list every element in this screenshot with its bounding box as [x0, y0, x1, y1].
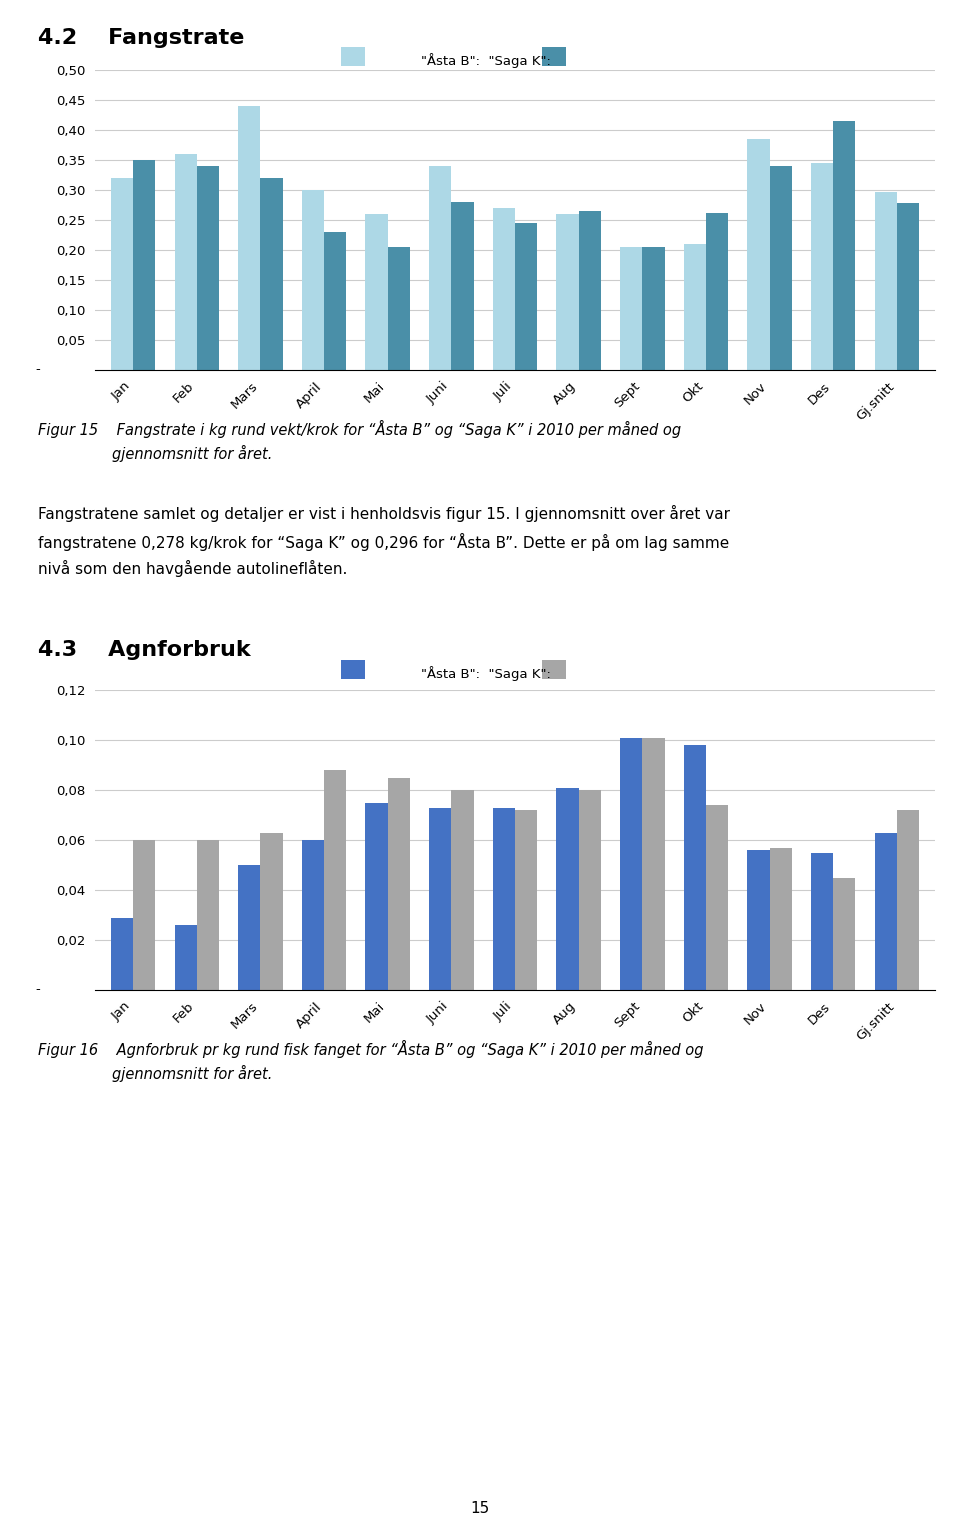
Bar: [770, 166, 792, 369]
Text: Fangstratene samlet og detaljer er vist i henholdsvis figur 15. I gjennomsnitt o: Fangstratene samlet og detaljer er vist …: [38, 505, 731, 522]
Text: fangstratene 0,278 kg/krok for “Saga K” og 0,296 for “Åsta B”. Dette er på om la: fangstratene 0,278 kg/krok for “Saga K” …: [38, 532, 730, 551]
Bar: [366, 214, 388, 369]
Text: nivå som den havgående autolineflåten.: nivå som den havgående autolineflåten.: [38, 560, 348, 577]
Bar: [875, 192, 897, 369]
Bar: [579, 211, 601, 369]
Bar: [515, 223, 538, 369]
Bar: [620, 737, 642, 990]
Text: gjennomsnitt for året.: gjennomsnitt for året.: [38, 445, 273, 462]
Text: "Saga K":: "Saga K":: [480, 668, 551, 680]
Bar: [175, 154, 197, 369]
Bar: [833, 877, 855, 990]
Bar: [811, 853, 833, 990]
Bar: [492, 208, 515, 369]
Bar: [557, 214, 579, 369]
Bar: [388, 777, 410, 990]
Bar: [111, 179, 133, 369]
Bar: [642, 246, 664, 369]
Text: Figur 16    Agnforbruk pr kg rund fisk fanget for “Åsta B” og “Saga K” i 2010 pe: Figur 16 Agnforbruk pr kg rund fisk fang…: [38, 1040, 704, 1057]
Text: gjennomsnitt for året.: gjennomsnitt for året.: [38, 1065, 273, 1082]
Text: "Saga K":: "Saga K":: [480, 55, 551, 68]
Bar: [301, 189, 324, 369]
Bar: [324, 232, 347, 369]
Bar: [684, 245, 706, 369]
Text: 4.2    Fangstrate: 4.2 Fangstrate: [38, 28, 245, 48]
Text: 15: 15: [470, 1501, 490, 1516]
Bar: [642, 737, 664, 990]
Bar: [197, 166, 219, 369]
Bar: [811, 163, 833, 369]
Bar: [238, 865, 260, 990]
Bar: [238, 106, 260, 369]
Text: -: -: [36, 983, 40, 996]
Bar: [111, 917, 133, 990]
Bar: [875, 833, 897, 990]
Bar: [133, 160, 156, 369]
Bar: [429, 808, 451, 990]
Bar: [451, 202, 473, 369]
Text: "Åsta B":: "Åsta B":: [421, 668, 480, 680]
Bar: [429, 166, 451, 369]
Bar: [492, 808, 515, 990]
Bar: [747, 139, 770, 369]
Bar: [260, 179, 283, 369]
Bar: [301, 840, 324, 990]
Bar: [833, 122, 855, 369]
Text: 4.3    Agnforbruk: 4.3 Agnforbruk: [38, 640, 251, 660]
Bar: [388, 246, 410, 369]
Bar: [897, 203, 919, 369]
Bar: [557, 788, 579, 990]
Bar: [684, 745, 706, 990]
Bar: [770, 848, 792, 990]
Bar: [579, 790, 601, 990]
Bar: [620, 246, 642, 369]
Bar: [260, 833, 283, 990]
Bar: [706, 805, 729, 990]
Bar: [515, 810, 538, 990]
Bar: [324, 770, 347, 990]
Bar: [197, 840, 219, 990]
Bar: [175, 925, 197, 990]
Bar: [451, 790, 473, 990]
Bar: [897, 810, 919, 990]
Text: -: -: [36, 363, 40, 377]
Text: Figur 15    Fangstrate i kg rund vekt/krok for “Åsta B” og “Saga K” i 2010 per m: Figur 15 Fangstrate i kg rund vekt/krok …: [38, 420, 682, 439]
Bar: [366, 802, 388, 990]
Bar: [747, 850, 770, 990]
Bar: [706, 212, 729, 369]
Bar: [133, 840, 156, 990]
Text: "Åsta B":: "Åsta B":: [421, 55, 480, 68]
